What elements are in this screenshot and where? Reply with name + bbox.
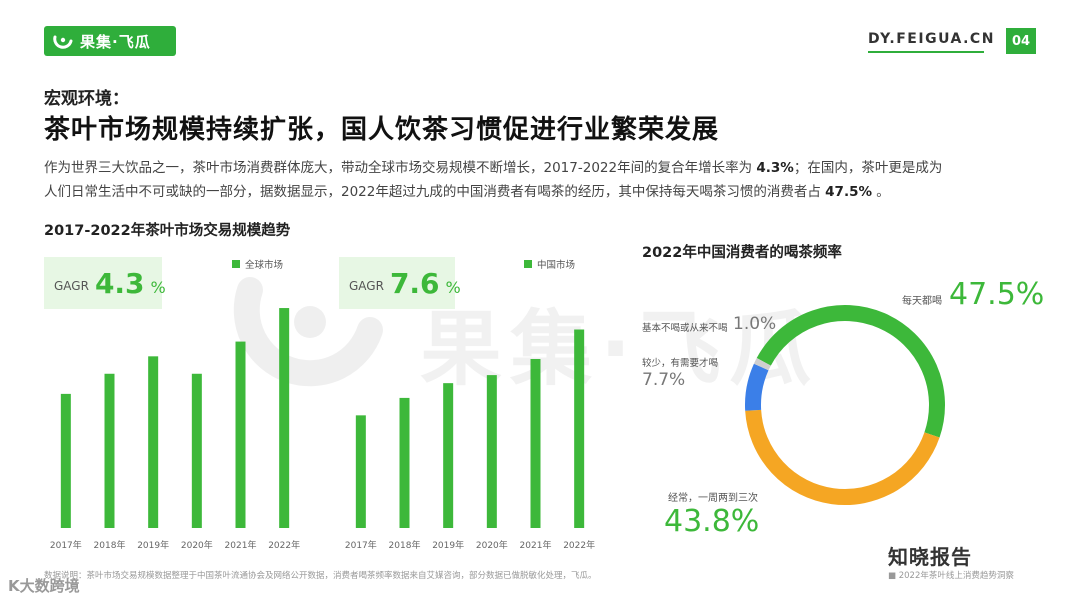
x-tick-label: 2019年 [137,539,169,551]
intro-line-2: 人们日常生活中不可或缺的一部分，据数据显示，2022年超过九成的中国消费者有喝茶… [44,180,1044,204]
slice-unit: % [760,314,777,334]
page-number: 04 [1006,28,1036,54]
gagr-label: GAGR [54,279,89,293]
intro-highlight: 4.3% [756,160,794,176]
gagr-badge-global: GAGR 4.3 % [44,257,166,309]
slice-unit: % [1015,277,1045,312]
bar-2018年 [104,373,115,528]
slice-value-often: 43.8% [664,504,759,539]
slice-number: 1.0 [733,314,761,334]
bar-chart-global: 2017年 2018年 2019年 2020年 2021年 2022年 [50,308,300,551]
bar-chart-china: 2017年 2018年 2019年 2020年 2021年 2022年 [345,329,595,551]
gagr-value: 7.6 [389,266,440,300]
x-tick-label: 2020年 [181,539,213,551]
bar-2021年 [235,341,246,528]
gagr-unit: % [150,277,166,297]
section-label: 宏观环境： [44,89,129,109]
legend-china-market: 中国市场 [524,257,575,271]
page-title: 茶叶市场规模持续扩张，国人饮茶习惯促进行业繁荣发展 [44,115,720,145]
slice-value-never: 1.0% [733,314,776,334]
slice-label-never: 基本不喝或从来不喝 [642,323,728,334]
x-tick-label: 2021年 [225,539,257,551]
zhixiao-watermark: 知晓报告 [888,545,972,569]
bar-2017年 [60,393,71,528]
intro-text: ；在国内，茶叶更是成为 [793,160,943,176]
legend-label: 全球市场 [245,260,284,271]
watermark-text: 果集·飞瓜 [420,302,820,397]
bar-2022年 [574,329,585,528]
brand-logo: 果集·飞瓜 [44,26,176,56]
slice-number: 7.7 [642,370,670,390]
slice-label-rarely: 较少，有需要才喝 [642,358,719,369]
x-tick-label: 2020年 [476,539,508,551]
donut-slice-3 [753,358,771,371]
intro-text: 。 [872,184,890,200]
x-tick-label: 2021年 [520,539,552,551]
bar-chart-title: 2017-2022年茶叶市场交易规模趋势 [44,223,291,239]
bar-2020年 [191,373,202,528]
gagr-label: GAGR [349,279,384,293]
slice-unit: % [669,370,686,390]
x-tick-label: 2018年 [94,539,126,551]
legend-label: 中国市场 [537,260,576,271]
donut-slice-0 [756,305,945,438]
bar-2021年 [530,359,541,528]
gagr-value: 4.3 [94,266,145,300]
logo-text: 果集·飞瓜 [80,32,151,51]
x-tick-label: 2018年 [389,539,421,551]
x-tick-label: 2019年 [432,539,464,551]
bar-2019年 [443,383,454,528]
logo-mark-icon [53,35,73,49]
watermark-logo-icon [233,277,383,387]
gagr-unit: % [445,277,461,297]
bar-2020年 [486,375,497,528]
donut-slice-1 [745,409,940,505]
intro-text: 人们日常生活中不可或缺的一部分，据数据显示，2022年超过九成的中国消费者有喝茶… [44,184,826,200]
bottom-watermark: K大数跨境 [8,577,80,595]
slice-value-daily: 47.5% [949,277,1044,312]
bar-2019年 [148,356,159,528]
intro-highlight: 47.5% [825,184,872,200]
slice-unit: % [730,504,760,539]
footer-data-note: 数据说明：茶叶市场交易规模数据整理于中国茶叶流通协会及网络公开数据，消费者喝茶频… [44,571,597,581]
bar-2017年 [355,415,366,528]
x-tick-label: 2017年 [345,539,377,551]
legend-global-market: 全球市场 [232,257,283,271]
slice-value-rarely: 7.7% [642,370,685,390]
slice-label-often: 经常，一周两到三次 [668,493,758,504]
gagr-badge-china: GAGR 7.6 % [339,257,461,309]
bar-2018年 [399,397,410,528]
donut-chart-title: 2022年中国消费者的喝茶频率 [642,245,842,261]
slice-number: 47.5 [949,277,1016,312]
legend-swatch [232,260,240,268]
x-tick-label: 2022年 [563,539,595,551]
site-url: DY.FEIGUA.CN [868,31,993,53]
footer-legend-note: ■ 2022年茶叶线上消费趋势洞察 [888,571,1014,581]
intro-text: 作为世界三大饮品之一，茶叶市场消费群体庞大，带动全球市场交易规模不断增长，201… [44,160,757,176]
intro-line-1: 作为世界三大饮品之一，茶叶市场消费群体庞大，带动全球市场交易规模不断增长，201… [44,156,1044,180]
slice-number: 43.8 [664,504,731,539]
intro-paragraph: 作为世界三大饮品之一，茶叶市场消费群体庞大，带动全球市场交易规模不断增长，201… [44,156,1044,204]
legend-swatch [524,260,532,268]
slice-label-daily: 每天都喝 [902,296,942,307]
donut-slice-2 [745,363,769,411]
donut-chart [745,305,945,505]
bar-2022年 [279,308,290,528]
x-tick-label: 2017年 [50,539,82,551]
x-tick-label: 2022年 [268,539,300,551]
